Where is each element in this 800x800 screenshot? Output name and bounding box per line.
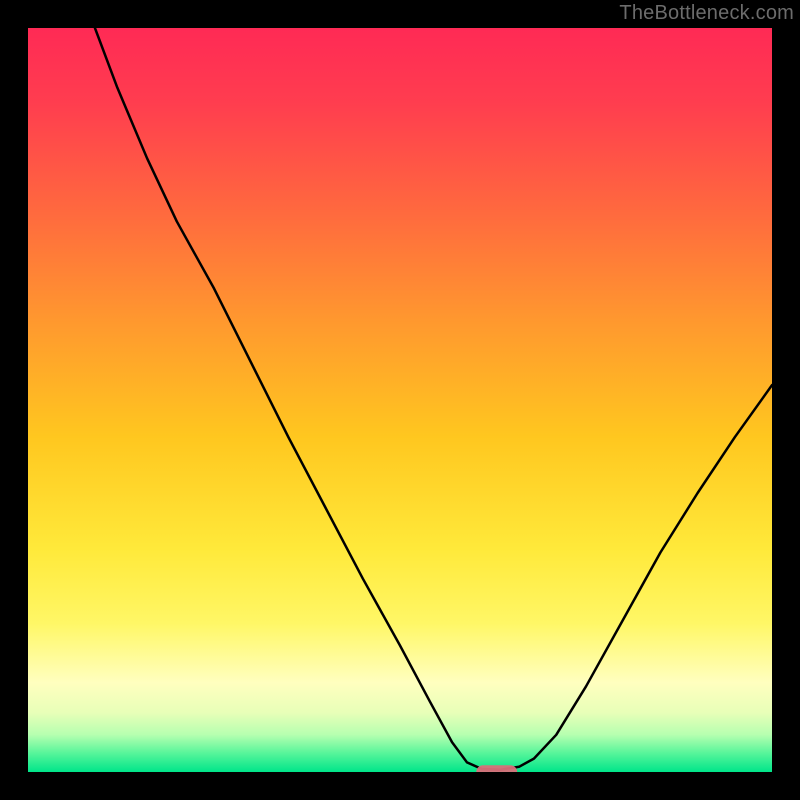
optimal-marker [476, 765, 517, 772]
watermark-text: TheBottleneck.com [619, 2, 794, 25]
chart-container: TheBottleneck.com [0, 0, 800, 800]
plot-area [28, 28, 772, 772]
bottleneck-line-chart [28, 28, 772, 772]
